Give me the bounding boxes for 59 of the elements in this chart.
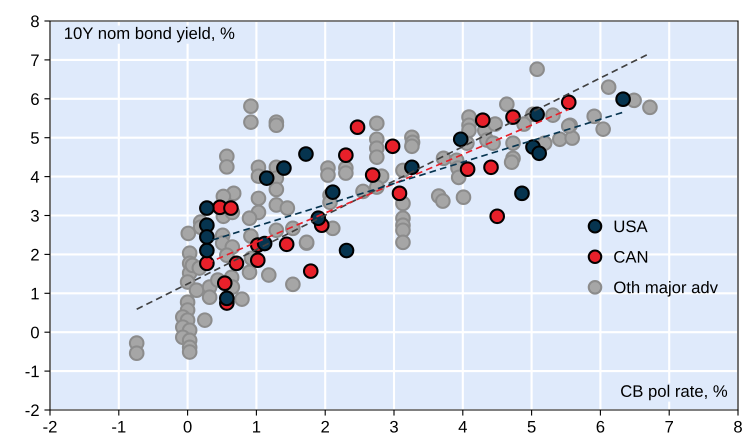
y-tick-label: 6 [31, 93, 39, 106]
point [223, 200, 239, 216]
point [505, 109, 521, 125]
legend-label: USA [614, 220, 648, 232]
x-tick-label: 5 [528, 421, 536, 433]
x-tick-label: 1 [253, 421, 260, 432]
point [452, 131, 469, 148]
x-axis-title: CB pol rate, % [621, 384, 728, 400]
x-tick-label: 7 [665, 421, 673, 432]
y-tick-label: 0 [30, 326, 39, 338]
point [392, 186, 408, 202]
point [278, 236, 294, 252]
point [460, 161, 476, 178]
x-tick-label: -2 [43, 420, 57, 432]
point [531, 145, 547, 162]
legend-label: Oth major adv [614, 281, 718, 297]
point [384, 138, 400, 154]
y-tick-label: -1 [26, 366, 39, 378]
x-tick-label: 6 [596, 420, 604, 433]
legend-label: CAN [614, 250, 648, 263]
point [276, 160, 292, 176]
point [338, 147, 354, 164]
y-tick-label: 4 [30, 171, 40, 183]
point [514, 186, 530, 202]
point [199, 242, 215, 258]
y-tick-label: 8 [31, 15, 39, 28]
point [483, 159, 499, 176]
point [216, 275, 233, 291]
point [350, 119, 366, 136]
x-tick-label: -1 [112, 421, 126, 432]
point [250, 252, 266, 268]
point [199, 229, 215, 245]
x-tick-label: 8 [734, 420, 742, 433]
point [228, 256, 244, 272]
x-tick-label: 3 [390, 420, 398, 433]
point [219, 290, 235, 306]
point [298, 146, 314, 162]
y-tick-label: -2 [26, 404, 39, 416]
point [302, 263, 319, 279]
point [199, 200, 215, 216]
y-tick-label: 2 [31, 248, 39, 260]
y-tick-label: 1 [32, 288, 39, 300]
point [489, 208, 506, 224]
y-axis-title: 10Y nom bond yield, % [65, 26, 234, 42]
point [560, 94, 577, 110]
x-tick-label: 0 [184, 420, 192, 433]
point [615, 91, 631, 108]
point [474, 112, 491, 128]
y-tick-label: 3 [30, 210, 39, 222]
x-tick-label: 4 [458, 421, 467, 432]
x-tick-label: 2 [321, 420, 329, 432]
y-tick-label: 5 [30, 132, 39, 144]
point [324, 184, 341, 200]
point [338, 242, 354, 258]
y-tick-label: 7 [31, 54, 39, 66]
point [404, 159, 420, 176]
point [258, 170, 275, 186]
point [364, 167, 380, 183]
point [529, 106, 545, 122]
